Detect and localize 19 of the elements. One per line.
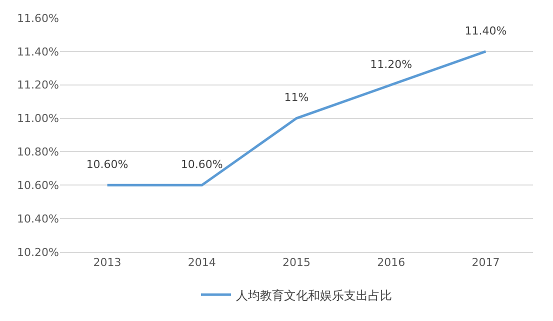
y-tick-label: 10.40% (17, 212, 59, 226)
y-tick-label: 11.60% (17, 12, 59, 25)
y-tick-label: 10.60% (17, 178, 59, 192)
data-label: 11% (284, 91, 309, 104)
y-tick-label: 10.20% (17, 246, 59, 259)
y-tick-label: 11.40% (17, 45, 59, 58)
data-label: 11.40% (464, 24, 507, 38)
data-label: 10.60% (86, 158, 128, 172)
legend-label: 人均教育文化和娱乐支出占比 (236, 288, 392, 302)
data-label: 11.20% (370, 58, 412, 71)
y-tick-label: 11.20% (17, 78, 59, 92)
y-tick-label: 10.80% (17, 146, 59, 159)
x-tick-label: 2014 (188, 256, 216, 270)
data-label: 10.60% (180, 158, 223, 172)
y-tick-label: 11.00% (17, 112, 59, 126)
x-tick-label: 2017 (472, 256, 500, 270)
x-tick-label: 2015 (282, 256, 310, 270)
x-tick-label: 2013 (93, 256, 122, 270)
x-tick-label: 2016 (377, 256, 406, 270)
